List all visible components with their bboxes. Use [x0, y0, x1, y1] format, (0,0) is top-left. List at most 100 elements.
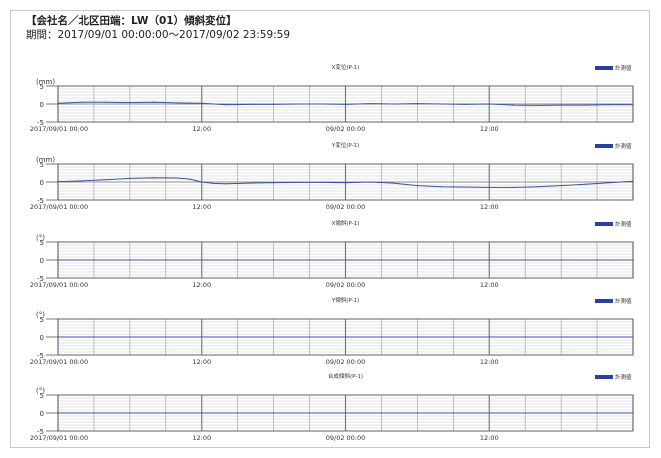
x-tick-label: 12:00 — [192, 281, 211, 289]
chart-panel — [46, 222, 634, 279]
y-tick-label: -5 — [37, 428, 44, 436]
chart-title: Y傾斜(P-1) — [331, 296, 359, 304]
data-point — [440, 186, 442, 188]
data-point — [249, 182, 251, 184]
data-point — [273, 103, 275, 105]
y-tick-label: 5 — [40, 161, 44, 169]
y-unit-label: (°) — [36, 311, 45, 319]
data-point — [608, 104, 610, 106]
y-tick-label: -5 — [37, 275, 44, 283]
data-point — [81, 180, 83, 182]
legend-label: 計測値 — [615, 373, 632, 381]
data-point — [392, 103, 395, 105]
x-tick-label: 2017/09/01 00:00 — [30, 281, 88, 289]
y-unit-label: (°) — [36, 387, 45, 395]
legend-swatch — [595, 375, 613, 379]
data-point — [177, 177, 179, 179]
legend-label: 計測値 — [615, 64, 632, 72]
y-tick-label: 5 — [40, 392, 44, 400]
data-point — [632, 259, 634, 261]
chart-panel — [46, 375, 634, 432]
x-tick-label: 2017/09/01 00:00 — [30, 203, 88, 211]
data-point — [57, 412, 59, 414]
data-point — [201, 102, 203, 104]
data-point — [57, 102, 59, 104]
data-point — [368, 103, 371, 105]
data-point — [57, 259, 59, 261]
data-point — [512, 104, 514, 106]
data-point — [249, 103, 251, 105]
x-tick-label: 09/02 00:00 — [326, 434, 366, 442]
y-tick-label: 5 — [40, 83, 44, 91]
data-point — [153, 177, 155, 179]
x-tick-label: 09/02 00:00 — [326, 281, 366, 289]
chart-title: 合成傾斜(P-1) — [328, 372, 363, 380]
data-point — [296, 103, 299, 105]
data-point — [392, 182, 395, 184]
data-point — [129, 101, 131, 104]
data-point — [273, 182, 275, 184]
data-point — [320, 103, 323, 105]
data-point — [129, 177, 131, 179]
data-point — [105, 101, 107, 103]
y-tick-label: -5 — [37, 352, 44, 360]
y-tick-label: 0 — [40, 410, 44, 418]
data-point — [584, 183, 586, 185]
x-tick-label: 2017/09/01 00:00 — [30, 125, 88, 133]
data-point — [560, 104, 562, 106]
x-tick-label: 12:00 — [192, 203, 211, 211]
data-point — [536, 104, 538, 107]
x-tick-label: 12:00 — [480, 358, 499, 366]
legend-label: 計測値 — [615, 297, 632, 305]
x-tick-label: 12:00 — [192, 125, 211, 133]
data-point — [584, 104, 586, 106]
y-tick-label: -5 — [37, 119, 44, 127]
chart-title: X傾斜(P-1) — [332, 219, 360, 227]
data-point — [296, 181, 299, 183]
data-point — [344, 103, 347, 105]
report-frame — [10, 10, 650, 448]
data-point — [213, 182, 215, 185]
data-point — [488, 103, 490, 105]
data-point — [177, 102, 179, 104]
data-point — [536, 186, 538, 188]
chart-panel — [46, 66, 634, 123]
x-tick-label: 09/02 00:00 — [326, 358, 366, 366]
data-point — [344, 182, 347, 184]
x-tick-label: 2017/09/01 00:00 — [30, 434, 88, 442]
y-tick-label: 0 — [40, 334, 44, 342]
data-point — [225, 183, 227, 185]
x-tick-label: 12:00 — [480, 125, 499, 133]
legend-label: 計測値 — [615, 142, 632, 150]
y-tick-label: 5 — [40, 316, 44, 324]
data-point — [608, 182, 610, 184]
chart-title: X変位(P-1) — [332, 63, 360, 71]
x-tick-label: 09/02 00:00 — [326, 203, 366, 211]
data-point — [81, 101, 83, 103]
y-tick-label: 0 — [40, 101, 44, 109]
legend-label: 計測値 — [615, 220, 632, 228]
y-unit-label: (°) — [36, 234, 45, 242]
legend-swatch — [595, 222, 613, 226]
data-point — [488, 186, 490, 188]
data-point — [201, 181, 203, 183]
data-point — [153, 101, 155, 103]
data-point — [464, 186, 466, 188]
data-point — [320, 181, 323, 183]
legend-swatch — [595, 144, 613, 148]
x-tick-label: 12:00 — [480, 203, 499, 211]
data-point — [632, 336, 634, 338]
chart-title: Y変位(P-1) — [331, 141, 359, 149]
data-point — [368, 181, 371, 183]
report-header: 【会社名／北区田端：LW（01）傾斜変位】 期間：2017/09/01 00:0… — [26, 14, 290, 42]
x-tick-label: 12:00 — [480, 281, 499, 289]
x-tick-label: 12:00 — [192, 358, 211, 366]
data-point — [416, 185, 418, 187]
data-point — [632, 104, 634, 106]
y-tick-label: -5 — [37, 197, 44, 205]
x-tick-label: 12:00 — [192, 434, 211, 442]
y-tick-label: 0 — [40, 257, 44, 265]
data-point — [225, 104, 227, 106]
legend-swatch — [595, 66, 613, 70]
